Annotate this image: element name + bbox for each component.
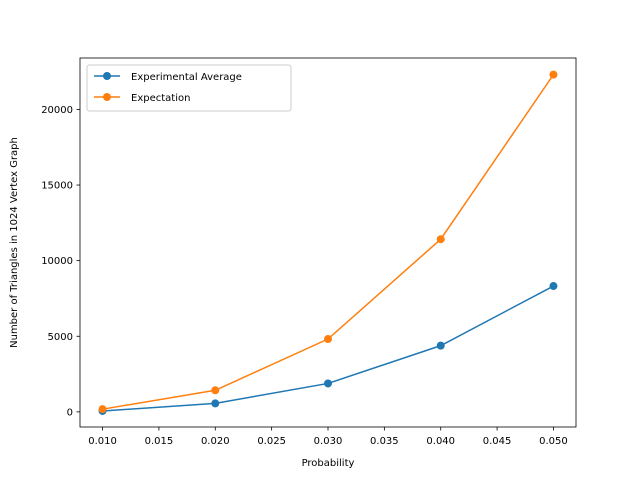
data-point bbox=[436, 341, 445, 350]
y-axis: 0 5000 10000 15000 20000 bbox=[41, 105, 80, 418]
x-tick-label: 0.035 bbox=[370, 436, 399, 447]
legend-marker bbox=[103, 72, 111, 80]
legend-marker bbox=[103, 93, 111, 101]
y-tick-label: 20000 bbox=[41, 105, 73, 116]
x-axis: 0.010 0.015 0.020 0.025 0.030 0.035 0.040 0.045… bbox=[88, 427, 568, 447]
x-tick-label: 0.040 bbox=[426, 436, 455, 447]
x-tick-label: 0.010 bbox=[88, 436, 117, 447]
data-point bbox=[549, 282, 558, 291]
data-point bbox=[324, 379, 332, 388]
data-point bbox=[211, 386, 220, 395]
legend-item: Expectation bbox=[94, 93, 190, 104]
series-2 bbox=[98, 70, 558, 414]
y-tick-label: 10000 bbox=[41, 256, 73, 267]
data-point bbox=[98, 405, 107, 414]
y-tick-label: 5000 bbox=[48, 332, 73, 343]
y-tick-label: 0 bbox=[67, 407, 73, 418]
data-point bbox=[549, 70, 558, 79]
legend-box bbox=[86, 64, 292, 112]
series-layer bbox=[98, 70, 558, 415]
data-point bbox=[436, 235, 445, 244]
x-tick-label: 0.045 bbox=[483, 436, 512, 447]
x-tick-label: 0.020 bbox=[201, 436, 230, 447]
x-tick-label: 0.030 bbox=[314, 436, 343, 447]
x-tick-label: 0.025 bbox=[257, 436, 286, 447]
data-point bbox=[211, 399, 220, 408]
x-axis-label: Probability bbox=[302, 458, 355, 469]
legend-label: Experimental Average bbox=[131, 72, 242, 83]
x-tick-label: 0.050 bbox=[539, 436, 568, 447]
legend-item: Experimental Average bbox=[94, 72, 242, 83]
y-axis-label: Number of Triangles in 1024 Vertex Graph bbox=[9, 137, 20, 348]
y-tick-label: 15000 bbox=[41, 181, 73, 192]
data-point bbox=[324, 335, 332, 344]
legend: Experimental Average Expectation bbox=[86, 64, 292, 112]
legend-label: Expectation bbox=[131, 93, 190, 104]
x-tick-label: 0.015 bbox=[145, 436, 174, 447]
